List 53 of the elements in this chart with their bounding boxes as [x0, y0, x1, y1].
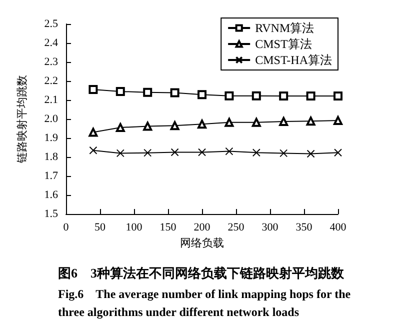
legend-label: RVNM算法: [255, 21, 314, 35]
y-tick-label: 1.8: [44, 151, 58, 163]
y-tick-label: 1.9: [44, 132, 58, 144]
x-axis-title: 网络负载: [180, 236, 224, 250]
legend-label: CMST-HA算法: [255, 53, 332, 67]
point: [225, 147, 234, 156]
point: [144, 148, 152, 157]
legend-label: CMST算法: [255, 37, 312, 51]
point: [306, 150, 315, 158]
point: [280, 149, 288, 158]
point: [224, 91, 234, 100]
x-tick-label: 200: [194, 222, 211, 234]
point: [170, 88, 180, 98]
y-tick-label: 2.4: [44, 37, 58, 49]
point: [143, 88, 152, 97]
y-tick-label: 2.0: [44, 113, 58, 125]
point: [88, 128, 98, 137]
y-tick-label: 2.3: [44, 56, 58, 68]
y-tick-label: 2.1: [44, 94, 58, 106]
y-tick-label: 2.2: [44, 75, 58, 87]
y-tick-label: 2.5: [44, 18, 58, 30]
y-tick-label: 1.7: [44, 170, 58, 182]
point: [116, 149, 124, 158]
point: [88, 85, 98, 94]
point: [279, 92, 288, 101]
point: [198, 148, 206, 156]
point: [279, 116, 288, 126]
point: [198, 120, 206, 129]
x-tick-label: 300: [262, 222, 279, 234]
point: [198, 90, 206, 100]
x-tick-label: 250: [228, 222, 245, 234]
point: [143, 122, 152, 131]
x-tick-label: 400: [330, 222, 347, 234]
point: [170, 148, 179, 156]
point: [252, 118, 261, 127]
x-tick-label: 0: [63, 222, 70, 234]
point: [334, 92, 342, 101]
point: [306, 92, 316, 101]
point: [224, 118, 234, 127]
x-tick-label: 150: [160, 222, 177, 234]
point: [89, 146, 98, 154]
x-tick-label: 350: [296, 222, 313, 234]
y-tick-label: 1.5: [44, 208, 58, 220]
y-axis-title: 链路映射平均跳数: [16, 75, 28, 164]
point: [252, 148, 260, 157]
caption: 图6 3种算法在不同网络负载下链路映射平均跳数: [58, 266, 345, 280]
y-tick-label: 1.6: [44, 189, 58, 201]
point: [334, 148, 342, 157]
point: [116, 86, 125, 96]
caption: Fig.6 The average number of link mapping hops for the three algorithms under different network loads: [58, 287, 354, 319]
x-tick-label: 50: [94, 222, 106, 234]
point: [252, 91, 261, 100]
x-tick-label: 100: [126, 222, 143, 234]
